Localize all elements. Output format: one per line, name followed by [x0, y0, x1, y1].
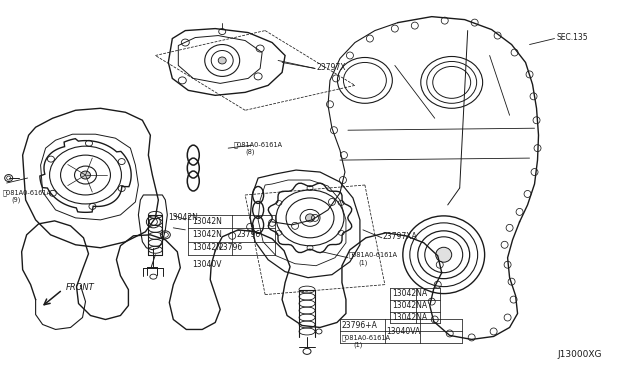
Text: 13040VA: 13040VA: [386, 327, 420, 336]
Text: 13042N: 13042N: [192, 243, 222, 252]
Text: Ⓑ081A0-6161A: Ⓑ081A0-6161A: [342, 334, 391, 341]
Text: J13000XG: J13000XG: [557, 350, 602, 359]
Text: FRONT: FRONT: [65, 283, 94, 292]
Ellipse shape: [218, 57, 226, 64]
Text: 13042NA: 13042NA: [392, 289, 427, 298]
Text: (1): (1): [353, 341, 362, 348]
Text: 13042NA: 13042NA: [392, 301, 427, 310]
Ellipse shape: [305, 214, 314, 222]
Text: (8): (8): [245, 149, 255, 155]
Text: 23796+A: 23796+A: [342, 321, 378, 330]
Text: 13042N: 13042N: [192, 217, 222, 227]
Text: SEC.135: SEC.135: [557, 33, 588, 42]
Text: 13042NA: 13042NA: [392, 313, 427, 322]
Text: Ⓑ081A0-6161A: Ⓑ081A0-6161A: [3, 190, 52, 196]
Text: 23797X: 23797X: [316, 63, 346, 72]
Text: Ⓑ081A0-6161A: Ⓑ081A0-6161A: [349, 251, 398, 258]
Text: 13040V: 13040V: [192, 260, 222, 269]
Text: Ⓑ081A0-6161A: Ⓑ081A0-6161A: [233, 142, 282, 148]
Text: 23796: 23796: [218, 243, 243, 252]
Text: 23797XA: 23797XA: [383, 232, 418, 241]
Text: (9): (9): [12, 197, 21, 203]
Text: 13042N: 13042N: [168, 214, 198, 222]
Text: (1): (1): [358, 259, 367, 266]
Text: 13042N: 13042N: [192, 230, 222, 239]
Text: 23796: 23796: [236, 230, 260, 239]
Ellipse shape: [81, 171, 90, 179]
Ellipse shape: [436, 247, 452, 262]
